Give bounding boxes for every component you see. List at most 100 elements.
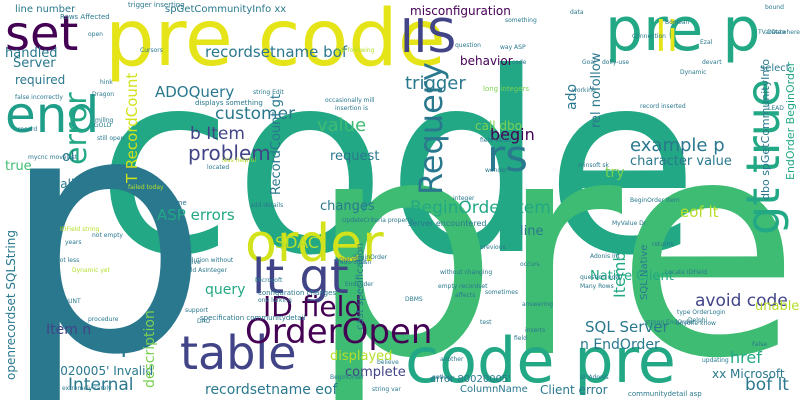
cloud-word: support bbox=[185, 307, 209, 314]
cloud-word: unable bbox=[755, 299, 800, 314]
cloud-word: code pre bbox=[405, 324, 676, 397]
cloud-word: something bbox=[505, 17, 537, 24]
cloud-word: Invalid character bbox=[42, 177, 144, 191]
cloud-word: field bbox=[514, 335, 527, 342]
cloud-word: handled bbox=[5, 46, 58, 61]
cloud-word: request bbox=[330, 149, 380, 164]
cloud-word: getlog bbox=[432, 374, 451, 381]
cloud-word: pre bbox=[308, 75, 800, 400]
cloud-word: order bbox=[245, 214, 384, 274]
cloud-word: devart bbox=[702, 59, 722, 66]
cloud-word: Cursors bbox=[140, 47, 163, 54]
cloud-word: give bbox=[188, 259, 201, 266]
cloud-word: string Edit bbox=[253, 89, 284, 96]
cloud-word: begin bbox=[490, 125, 535, 144]
cloud-word: n EndOrder bbox=[580, 337, 660, 353]
cloud-word: UpdateCriteria property bbox=[342, 217, 414, 224]
cloud-word: code bbox=[96, 19, 699, 310]
cloud-word: procedure bbox=[88, 316, 119, 323]
cloud-word: BeginOrder bbox=[353, 254, 388, 261]
cloud-word: Boolean bbox=[665, 19, 690, 26]
cloud-word: SQL Native bbox=[639, 244, 650, 300]
cloud-word: record bbox=[18, 126, 38, 133]
cloud-word: EndOrder bbox=[345, 281, 374, 288]
cloud-word: way ASP bbox=[500, 44, 526, 51]
cloud-word: href bbox=[730, 348, 762, 367]
cloud-word: true bbox=[5, 159, 32, 174]
cloud-word: sometimes bbox=[485, 289, 519, 296]
cloud-word: p bbox=[0, 43, 210, 400]
cloud-word: less helpful bbox=[222, 157, 257, 164]
cloud-word: answering bbox=[522, 301, 553, 308]
cloud-word: xx bbox=[95, 339, 103, 346]
cloud-word: EndOrder BeginOrder bbox=[784, 61, 797, 180]
cloud-word: Datawhere bbox=[767, 29, 800, 36]
cloud-word: customer bbox=[215, 104, 296, 124]
cloud-word: long integers bbox=[483, 85, 530, 93]
cloud-word: character value bbox=[630, 154, 732, 169]
cloud-word: SDAC bbox=[275, 233, 320, 252]
cloud-word: sk Adonis bbox=[580, 374, 609, 381]
cloud-word: end bbox=[5, 86, 100, 144]
cloud-word: question now bbox=[580, 274, 621, 281]
cloud-word: ASP errors bbox=[157, 206, 235, 224]
cloud-word: Server bbox=[13, 56, 56, 71]
cloud-word: Adonis Int bbox=[590, 253, 620, 260]
cloud-word: specification communitydetail bbox=[200, 314, 306, 322]
cloud-word: Connection bbox=[632, 33, 666, 40]
cloud-word: one lurking bbox=[258, 297, 292, 304]
cloud-word: add details bbox=[250, 202, 284, 209]
cloud-word: MyValue Dr bbox=[612, 220, 647, 227]
cloud-word: call dbo bbox=[475, 119, 523, 133]
cloud-word: dbo spGetCommunityInfo bbox=[759, 59, 772, 200]
cloud-word: believe bbox=[377, 359, 399, 366]
cloud-word: failed today bbox=[128, 184, 164, 191]
cloud-word: query bbox=[205, 282, 246, 298]
cloud-word: false incorrectly bbox=[15, 94, 63, 101]
cloud-word: Native Client bbox=[590, 269, 674, 284]
cloud-word: False bbox=[752, 341, 768, 348]
cloud-word: spGetCommunityInfo xx bbox=[165, 4, 287, 15]
cloud-word: changes bbox=[320, 199, 375, 214]
cloud-word: occurs bbox=[520, 261, 540, 268]
cloud-word: field value bbox=[480, 137, 512, 144]
cloud-word: T RecordCount bbox=[123, 72, 141, 183]
cloud-word: ADOQuery bbox=[335, 257, 367, 264]
cloud-word: lot less bbox=[58, 257, 80, 264]
cloud-word: ColumnName bbox=[460, 384, 528, 395]
cloud-word: table bbox=[180, 326, 297, 380]
cloud-word: IDField string bbox=[60, 226, 100, 233]
cloud-word: Recordset bbox=[30, 282, 60, 289]
cloud-word: affects bbox=[455, 292, 476, 299]
cloud-word: BeginOrder Item bbox=[630, 197, 680, 204]
cloud-word: li bbox=[655, 12, 679, 61]
cloud-word: mycnc movelast bbox=[28, 154, 78, 161]
cloud-word: trigger inserting bbox=[128, 1, 185, 9]
cloud-word: DBMS bbox=[405, 296, 423, 303]
cloud-word: ol bbox=[62, 149, 75, 165]
cloud-word: type OrderLogin bbox=[677, 309, 726, 316]
cloud-word: still open bbox=[97, 135, 125, 142]
cloud-word: server encountered bbox=[408, 219, 487, 228]
cloud-word: error 80020005' bbox=[430, 374, 512, 385]
cloud-word: b Item bbox=[190, 124, 245, 144]
cloud-word: BeginOrder bbox=[330, 374, 365, 381]
cloud-word: string var bbox=[372, 386, 401, 393]
cloud-word: xx Microsoft bbox=[712, 367, 785, 381]
cloud-word: description bbox=[142, 310, 158, 388]
cloud-word: Locate IDField bbox=[665, 269, 708, 276]
cloud-word: integer bbox=[453, 195, 475, 202]
cloud-word: IDField AsInteger bbox=[176, 267, 227, 274]
cloud-word: eof lt bbox=[680, 203, 719, 221]
cloud-word: Dynamic bbox=[680, 69, 707, 76]
cloud-word: RecordCount gt bbox=[269, 93, 284, 195]
cloud-word: test bbox=[480, 319, 492, 326]
cloud-word: without changing bbox=[440, 269, 493, 276]
cloud-word: open bbox=[88, 31, 103, 38]
cloud-word: required bbox=[15, 73, 66, 87]
cloud-word: data bbox=[570, 9, 584, 16]
cloud-word: ID field bbox=[263, 290, 363, 323]
cloud-word: misconfiguration bbox=[410, 4, 511, 18]
cloud-word: Ezal bbox=[700, 39, 713, 46]
cloud-word: lt gt bbox=[252, 249, 349, 305]
